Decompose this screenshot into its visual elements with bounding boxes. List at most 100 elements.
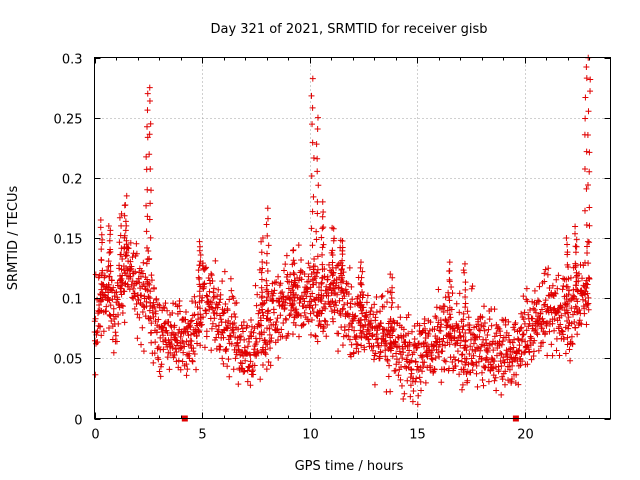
data-point bbox=[161, 305, 168, 312]
spike-point bbox=[121, 232, 128, 239]
spike-point bbox=[582, 298, 589, 305]
data-point bbox=[134, 311, 141, 318]
spike-point bbox=[339, 244, 346, 251]
data-point bbox=[226, 332, 233, 339]
data-point bbox=[187, 342, 194, 349]
data-point bbox=[96, 302, 103, 309]
data-point bbox=[203, 328, 210, 335]
spike-point bbox=[314, 253, 321, 260]
data-point bbox=[434, 323, 441, 330]
data-point bbox=[141, 283, 148, 290]
spike-point bbox=[460, 316, 467, 323]
data-point bbox=[452, 356, 459, 363]
data-point bbox=[557, 321, 564, 328]
data-point bbox=[414, 363, 421, 370]
spike-point bbox=[313, 228, 320, 235]
spike-point bbox=[97, 216, 104, 223]
data-point bbox=[119, 310, 126, 317]
spike-point bbox=[314, 126, 321, 133]
data-point bbox=[578, 321, 585, 328]
data-point bbox=[470, 340, 477, 347]
data-point bbox=[107, 313, 114, 320]
data-point bbox=[307, 293, 314, 300]
data-point bbox=[436, 353, 443, 360]
spike-point bbox=[122, 253, 129, 260]
data-point bbox=[114, 296, 121, 303]
spike-point bbox=[319, 225, 326, 232]
data-point bbox=[384, 357, 391, 364]
ticks bbox=[94, 57, 611, 420]
data-point bbox=[513, 371, 520, 378]
spike-point bbox=[308, 172, 315, 179]
data-point bbox=[289, 331, 296, 338]
data-point bbox=[256, 307, 263, 314]
spike-point bbox=[146, 98, 153, 105]
data-point bbox=[505, 377, 512, 384]
data-point bbox=[277, 312, 284, 319]
data-point bbox=[442, 294, 449, 301]
data-point bbox=[295, 333, 302, 340]
data-point bbox=[127, 239, 134, 246]
data-point bbox=[230, 295, 237, 302]
spike-point bbox=[586, 222, 593, 229]
data-point bbox=[456, 371, 463, 378]
spike-point bbox=[146, 216, 153, 223]
spike-point bbox=[145, 248, 152, 255]
data-point bbox=[350, 350, 357, 357]
data-point bbox=[517, 325, 524, 332]
spike-point bbox=[291, 271, 298, 278]
spike-point bbox=[309, 104, 316, 111]
data-point bbox=[401, 390, 408, 397]
data-point bbox=[307, 284, 314, 291]
data-point bbox=[174, 339, 181, 346]
spike-point bbox=[98, 280, 105, 287]
data-point bbox=[544, 319, 551, 326]
grid bbox=[94, 57, 611, 419]
data-point bbox=[213, 310, 220, 317]
spike-point bbox=[143, 260, 150, 267]
data-point bbox=[544, 271, 551, 278]
data-point bbox=[208, 270, 215, 277]
data-point bbox=[295, 311, 302, 318]
spike-point bbox=[310, 155, 317, 162]
spike-point bbox=[320, 241, 327, 248]
data-point bbox=[210, 285, 217, 292]
data-point bbox=[359, 328, 366, 335]
spike-point bbox=[258, 269, 265, 276]
data-point bbox=[160, 304, 167, 311]
data-point bbox=[536, 283, 543, 290]
spike-point bbox=[118, 222, 125, 229]
spike-point bbox=[331, 277, 338, 284]
data-point bbox=[473, 370, 480, 377]
data-point bbox=[498, 363, 505, 370]
data-point bbox=[511, 321, 518, 328]
data-point bbox=[400, 326, 407, 333]
spike-point bbox=[357, 299, 364, 306]
data-point bbox=[125, 245, 132, 252]
spike-point bbox=[118, 245, 125, 252]
data-point bbox=[429, 347, 436, 354]
data-point bbox=[203, 292, 210, 299]
data-point bbox=[495, 366, 502, 373]
data-point bbox=[375, 342, 382, 349]
data-point bbox=[148, 329, 155, 336]
data-point bbox=[499, 376, 506, 383]
data-point bbox=[92, 371, 99, 378]
data-point bbox=[133, 300, 140, 307]
data-point bbox=[261, 329, 268, 336]
spike-point bbox=[585, 294, 592, 301]
data-point bbox=[529, 315, 536, 322]
spike-point bbox=[564, 261, 571, 268]
data-point bbox=[335, 348, 342, 355]
data-point bbox=[351, 327, 358, 334]
spike-point bbox=[98, 256, 105, 263]
spike-point bbox=[313, 141, 320, 148]
spike-point bbox=[320, 209, 327, 216]
data-point bbox=[209, 277, 216, 284]
data-point bbox=[97, 323, 104, 330]
data-point bbox=[173, 349, 180, 356]
data-point bbox=[469, 360, 476, 367]
data-point bbox=[127, 266, 134, 273]
data-point bbox=[422, 379, 429, 386]
data-point bbox=[549, 282, 556, 289]
